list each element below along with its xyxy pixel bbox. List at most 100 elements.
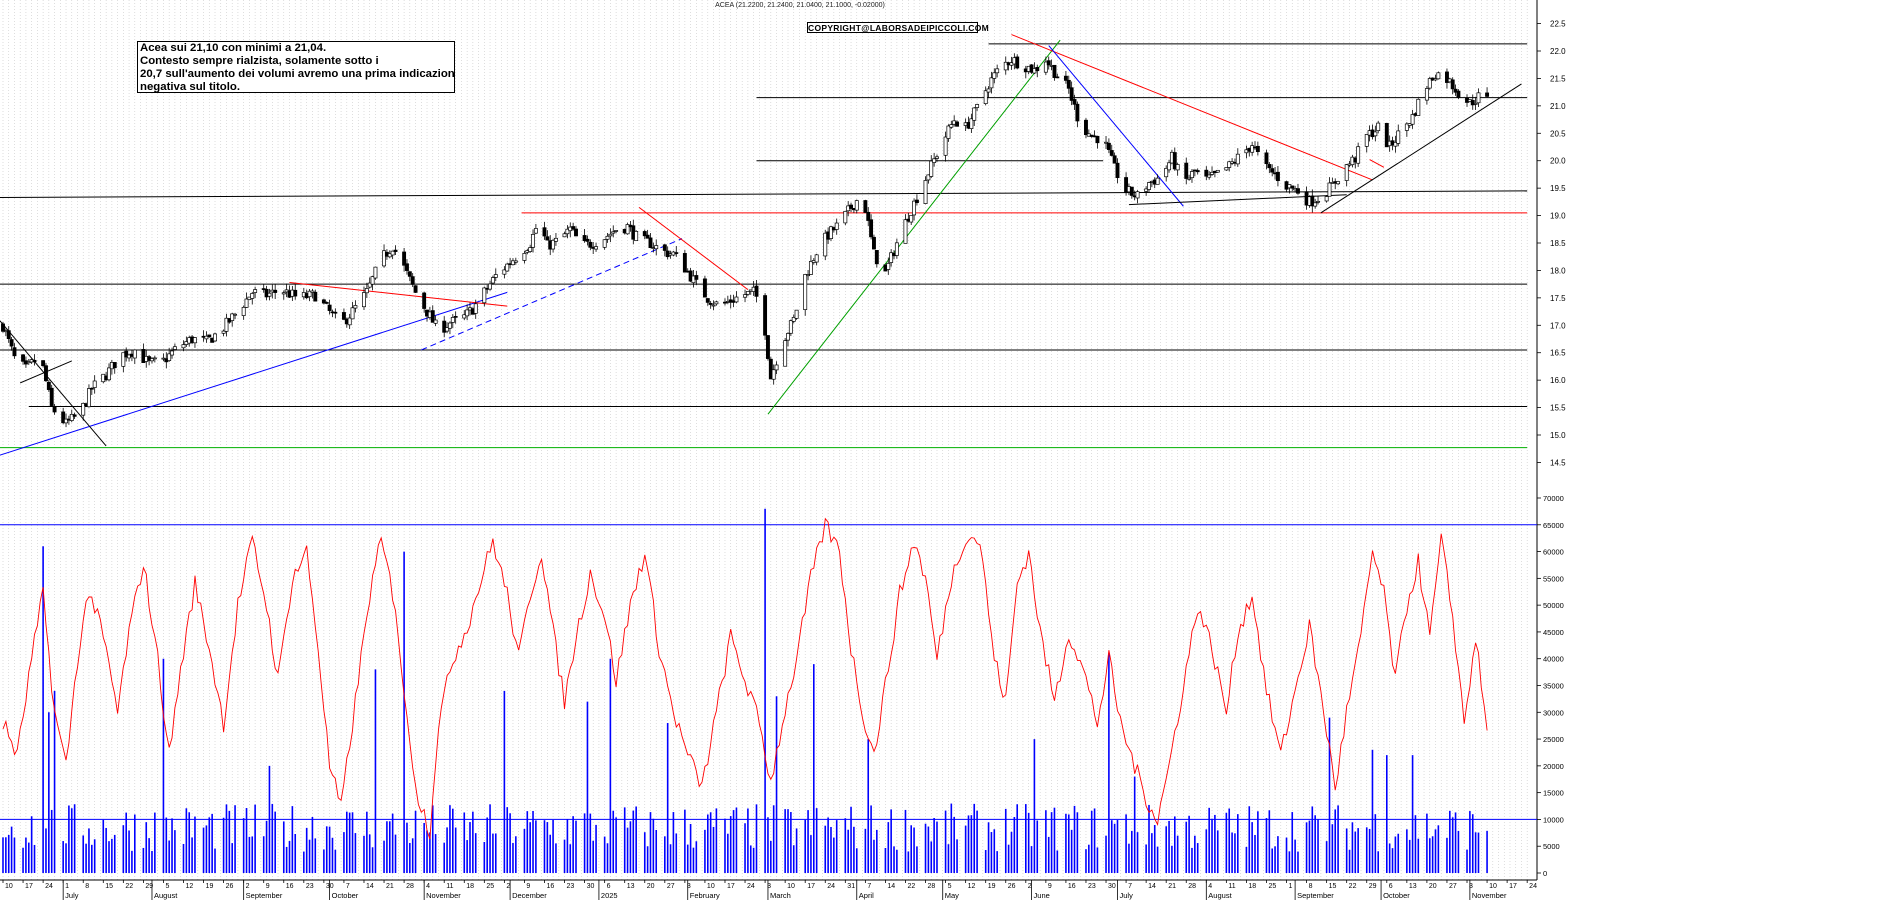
candle-body <box>69 413 74 421</box>
date-tick-label: 24 <box>45 883 53 890</box>
candle-body <box>1204 169 1209 177</box>
candle-body <box>705 298 710 303</box>
candle-body <box>61 411 66 424</box>
candle-body <box>1476 92 1481 104</box>
date-tick-label: 23 <box>1088 883 1096 890</box>
volume-tick-label: 5000 <box>1543 842 1560 851</box>
candle-body <box>1376 122 1381 132</box>
candle-body <box>513 260 518 263</box>
price-axis: 14.5 15.0 15.5 16.0 16.5 17.0 17.5 18.0 18.5 19.0… <box>1536 0 1566 880</box>
date-tick-label: 27 <box>1449 883 1457 890</box>
month-label: November <box>426 891 461 900</box>
candle-body <box>983 90 988 105</box>
volume-tick-label: 10000 <box>1543 815 1564 824</box>
date-tick-label: 27 <box>667 883 675 890</box>
candle-body <box>1427 78 1432 89</box>
date-tick-label: 4 <box>426 883 430 890</box>
candle-body <box>986 88 991 93</box>
month-label: 2025 <box>601 891 618 900</box>
candle-body <box>634 231 639 242</box>
candle-body <box>46 381 51 390</box>
date-tick-label: 16 <box>286 883 294 890</box>
date-tick-label: 12 <box>185 883 193 890</box>
candle-body <box>1410 114 1415 125</box>
candle-body <box>244 298 249 308</box>
date-tick-label: 14 <box>366 883 374 890</box>
date-tick-label: 16 <box>1068 883 1076 890</box>
date-tick-label: 6 <box>1389 883 1393 890</box>
volume-tick-label: 25000 <box>1543 735 1564 744</box>
candle-body <box>745 291 750 295</box>
candle-body <box>150 358 154 362</box>
candle-body <box>347 317 352 326</box>
candle-body <box>1456 90 1461 98</box>
candle-body <box>849 204 853 209</box>
date-tick-label: 17 <box>1509 883 1517 890</box>
candle-body <box>373 266 378 279</box>
candle-body <box>1147 182 1151 190</box>
candle-body <box>86 388 91 408</box>
candle-body <box>1052 64 1057 78</box>
candle-body <box>1290 185 1295 189</box>
date-tick-label: 9 <box>266 883 270 890</box>
month-label: August <box>1208 891 1232 900</box>
month-label: May <box>945 891 959 900</box>
candle-body <box>1270 168 1275 173</box>
date-tick-label: 30 <box>587 883 595 890</box>
date-tick-label: 21 <box>1168 883 1176 890</box>
candle-body <box>402 251 407 266</box>
candle-body <box>253 289 258 293</box>
candle-body <box>353 305 358 309</box>
candle-body <box>1003 61 1008 71</box>
date-tick-label: 22 <box>907 883 915 890</box>
candle-body <box>843 210 848 224</box>
candle-body <box>1084 119 1088 136</box>
candle-body <box>107 367 111 381</box>
candle-body <box>909 214 914 223</box>
price-tick-label: 21.5 <box>1550 74 1566 83</box>
candle-body <box>574 228 578 237</box>
candle-body <box>204 335 209 340</box>
date-tick-label: 17 <box>25 883 33 890</box>
candle-body <box>545 236 550 241</box>
candle-body <box>1104 141 1108 144</box>
volume-tick-label: 55000 <box>1543 574 1564 583</box>
candle-body <box>682 253 687 273</box>
candle-body <box>1135 191 1140 199</box>
candle-body <box>224 317 229 332</box>
candle-body <box>213 333 217 342</box>
candle-body <box>241 306 246 316</box>
volume-tick-label: 50000 <box>1543 601 1564 610</box>
month-label: September <box>1297 891 1334 900</box>
volume-tick-label: 40000 <box>1543 655 1564 664</box>
candle-body <box>1404 123 1409 131</box>
date-tick-label: 18 <box>466 883 474 890</box>
candle-body <box>405 263 409 271</box>
candle-body <box>808 261 813 275</box>
candle-body <box>594 246 599 250</box>
candle-body <box>1453 88 1458 93</box>
analysis-line: Contesto sempre rialzista, solamente sot… <box>140 55 379 67</box>
candle-body <box>12 347 17 357</box>
date-tick-label: 15 <box>105 883 113 890</box>
candle-body <box>1095 135 1100 144</box>
candle-body <box>1207 174 1212 178</box>
volume-oscillator <box>2 517 1488 840</box>
candle-body <box>1069 87 1074 101</box>
candle-body <box>786 333 790 341</box>
candle-body <box>674 252 679 254</box>
date-tick-label: 6 <box>607 883 611 890</box>
date-tick-label: 10 <box>787 883 795 890</box>
candle-body <box>585 238 590 242</box>
candle-body <box>912 200 917 216</box>
candle-body <box>711 304 716 307</box>
month-label: April <box>859 891 874 900</box>
price-tick-label: 22.0 <box>1550 47 1566 56</box>
price-tick-label: 16.5 <box>1550 349 1566 358</box>
date-tick-label: 29 <box>1369 883 1377 890</box>
month-label: February <box>690 891 720 900</box>
date-tick-label: 10 <box>707 883 715 890</box>
candle-body <box>1264 152 1269 165</box>
candle-body <box>889 252 894 263</box>
candle-body <box>528 247 533 252</box>
